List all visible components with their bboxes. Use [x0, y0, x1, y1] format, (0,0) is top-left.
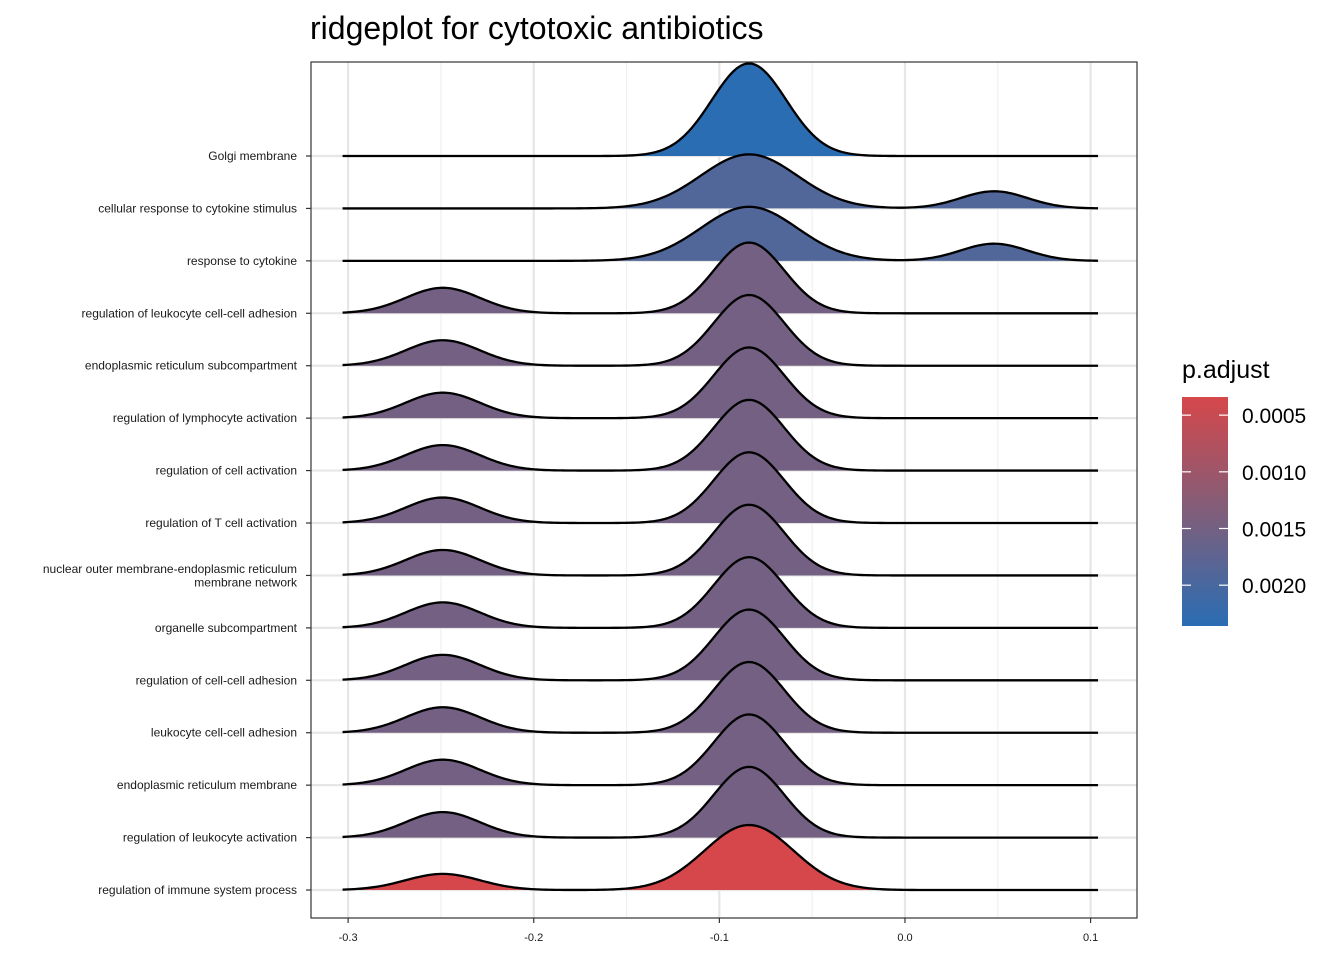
y-tick-label: regulation of immune system process [98, 883, 297, 897]
y-tick-label: response to cytokine [187, 254, 297, 268]
ridge-regulation-of-cell-activation [342, 398, 1099, 472]
ridge-organelle-subcompartment [342, 556, 1099, 630]
legend-tick-label: 0.0015 [1242, 519, 1306, 542]
ridge-fill [342, 766, 1099, 838]
y-tick-label: endoplasmic reticulum membrane [117, 778, 297, 792]
ridge-outline [342, 398, 1099, 472]
ridge-endoplasmic-reticulum-subcompartment [342, 293, 1099, 367]
y-tick-label: regulation of leukocyte cell-cell adhesi… [82, 306, 297, 320]
ridge-regulation-of-cell-cell-adhesion [342, 608, 1099, 682]
ridge-outline [342, 823, 1099, 892]
ridge-outline [342, 503, 1099, 577]
y-tick-label: organelle subcompartment [155, 621, 298, 635]
ridge-fill [342, 714, 1099, 786]
ridge-regulation-of-lymphocyte-activation [342, 346, 1099, 420]
ridge-fill [342, 399, 1099, 471]
ridge-endoplasmic-reticulum-membrane [342, 713, 1099, 787]
ridge-outline [342, 153, 1099, 210]
ridges [342, 62, 1099, 892]
y-tick-label: regulation of T cell activation [145, 516, 297, 530]
ridge-fill [342, 206, 1099, 261]
ridge-fill [342, 504, 1099, 576]
x-tick-label: 0.1 [1083, 932, 1098, 944]
x-tick-label: 0.0 [897, 932, 912, 944]
ridge-fill [342, 347, 1099, 419]
legend-title: p.adjust [1182, 356, 1270, 384]
y-axis: Golgi membrane cellular response to cytok… [43, 149, 311, 897]
y-tick-label: cellular response to cytokine stimulus [98, 201, 297, 215]
ridge-outline [342, 205, 1099, 263]
ridge-fill [342, 609, 1099, 681]
ridge-golgi-membrane [342, 62, 1099, 158]
y-tick-label: regulation of lymphocyte activation [113, 411, 297, 425]
x-tick-label: -0.1 [710, 932, 729, 944]
ridge-outline [342, 608, 1099, 682]
ridge-regulation-of-leukocyte-cell-cell-adhesion [342, 241, 1099, 315]
x-tick-label: -0.2 [524, 932, 543, 944]
legend-tick-label: 0.0010 [1242, 462, 1306, 485]
ridge-response-to-cytokine [342, 205, 1099, 263]
ridge-fill [342, 825, 1099, 891]
x-tick-label: -0.3 [339, 932, 358, 944]
ridge-leukocyte-cell-cell-adhesion [342, 660, 1099, 734]
y-tick-label: regulation of cell activation [156, 464, 297, 478]
ridge-cellular-response-to-cytokine-stimulus [342, 153, 1099, 210]
ridge-outline [342, 293, 1099, 367]
ridge-outline [342, 660, 1099, 734]
ridge-regulation-of-immune-system-process [342, 823, 1099, 892]
ridge-fill [342, 154, 1099, 209]
ridge-fill [342, 452, 1099, 524]
legend-colorbar [1182, 397, 1228, 626]
ridge-outline [342, 241, 1099, 315]
y-tick-label: leukocyte cell-cell adhesion [151, 726, 297, 740]
x-axis: -0.3 -0.2 -0.1 0.0 0.1 [339, 918, 1098, 944]
plot-panel-border [310, 61, 1138, 919]
ridge-fill [342, 242, 1099, 314]
ridge-fill [342, 557, 1099, 628]
y-tick-label: endoplasmic reticulum subcompartment [85, 359, 298, 373]
color-legend: p.adjust 0.0005 0.0010 0.0015 0.0020 [1182, 356, 1306, 626]
ridge-nuclear-outer-membrane-endoplasmic-reticulum-membrane-network [342, 503, 1099, 577]
chart-title: ridgeplot for cytotoxic antibiotics [310, 10, 764, 46]
ridge-outline [342, 62, 1099, 158]
ridge-outline [342, 346, 1099, 420]
y-tick-label: Golgi membrane [208, 149, 297, 163]
y-tick-label: regulation of cell-cell adhesion [136, 673, 297, 687]
ridge-regulation-of-t-cell-activation [342, 451, 1099, 525]
ridge-fill [342, 63, 1099, 156]
ridge-regulation-of-leukocyte-activation [342, 765, 1099, 839]
ridge-outline [342, 451, 1099, 525]
y-tick-label: nuclear outer membrane-endoplasmic retic… [43, 562, 297, 576]
ridge-outline [342, 556, 1099, 630]
ridge-fill [342, 295, 1099, 366]
legend-tick-label: 0.0005 [1242, 405, 1306, 428]
legend-tick-label: 0.0020 [1242, 575, 1306, 598]
ridge-outline [342, 713, 1099, 787]
y-tick-label: regulation of leukocyte activation [123, 831, 297, 845]
y-tick-label: membrane network [194, 575, 298, 589]
ridge-outline [342, 765, 1099, 839]
ridge-fill [342, 662, 1099, 733]
